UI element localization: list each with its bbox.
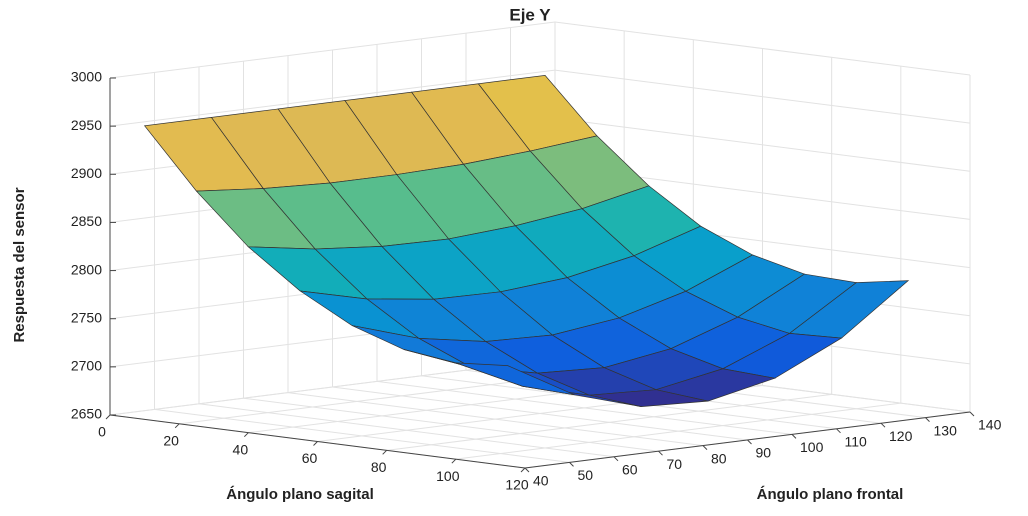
y-tick-label: 80 — [711, 450, 727, 466]
chart-title: Eje Y — [509, 5, 551, 24]
x-tick-label: 100 — [436, 468, 460, 484]
grid-line — [376, 380, 793, 435]
x-axis-label: Ángulo plano sagital — [226, 486, 374, 503]
y-tick-label: 110 — [845, 434, 868, 450]
y-tick-label: 130 — [934, 422, 958, 438]
x-tick — [382, 449, 388, 455]
y-tick — [969, 411, 975, 417]
grid-line — [554, 117, 971, 172]
x-tick-label: 60 — [302, 450, 318, 466]
x-tick — [520, 467, 526, 473]
z-tick-label: 2900 — [71, 165, 102, 181]
grid-line — [287, 392, 704, 447]
z-tick-label: 2950 — [71, 117, 102, 133]
y-tick — [836, 428, 841, 434]
y-tick — [791, 434, 797, 439]
grid-line — [154, 408, 570, 463]
y-tick — [925, 417, 930, 422]
z-tick-label: 3000 — [71, 69, 102, 85]
z-tick-label: 2800 — [71, 261, 102, 277]
x-tick-label: 120 — [505, 477, 529, 493]
grid-line — [198, 403, 615, 458]
y-tick-label: 120 — [889, 428, 913, 444]
y-tick — [880, 422, 886, 428]
grid-line — [332, 386, 748, 441]
y-tick — [747, 439, 752, 445]
y-tick — [569, 462, 574, 467]
z-tick-label: 2700 — [71, 358, 102, 374]
x-tick — [451, 458, 457, 464]
grid-line — [109, 21, 556, 79]
x-tick-label: 40 — [233, 441, 249, 457]
y-tick — [524, 467, 530, 473]
y-tick-label: 100 — [800, 439, 824, 455]
y-tick-label: 50 — [578, 467, 594, 483]
y-tick — [658, 450, 663, 456]
y-tick — [613, 456, 619, 462]
x-tick — [313, 441, 318, 446]
grid-line — [554, 21, 971, 76]
y-tick-label: 40 — [533, 473, 549, 489]
z-axis-label: Respuesta del sensor — [11, 187, 28, 342]
z-tick-label: 2650 — [71, 406, 102, 422]
grid-line — [109, 69, 556, 127]
x-tick — [174, 423, 180, 429]
z-tick-label: 2750 — [71, 309, 102, 325]
y-tick — [702, 445, 708, 450]
x-tick-label: 20 — [163, 433, 179, 449]
grid-line — [243, 397, 659, 452]
z-tick-label: 2850 — [71, 213, 102, 229]
x-tick — [105, 414, 111, 420]
x-tick-label: 0 — [98, 424, 106, 440]
y-tick-label: 60 — [622, 462, 638, 478]
y-tick-label: 140 — [978, 417, 1002, 433]
x-tick — [243, 432, 249, 438]
y-tick-label: 70 — [667, 456, 683, 472]
x-tick-label: 80 — [371, 459, 387, 475]
grid-line — [554, 69, 971, 124]
y-axis-label: Ángulo plano frontal — [757, 486, 904, 503]
y-tick-label: 90 — [756, 445, 772, 461]
surface-face — [455, 362, 575, 396]
